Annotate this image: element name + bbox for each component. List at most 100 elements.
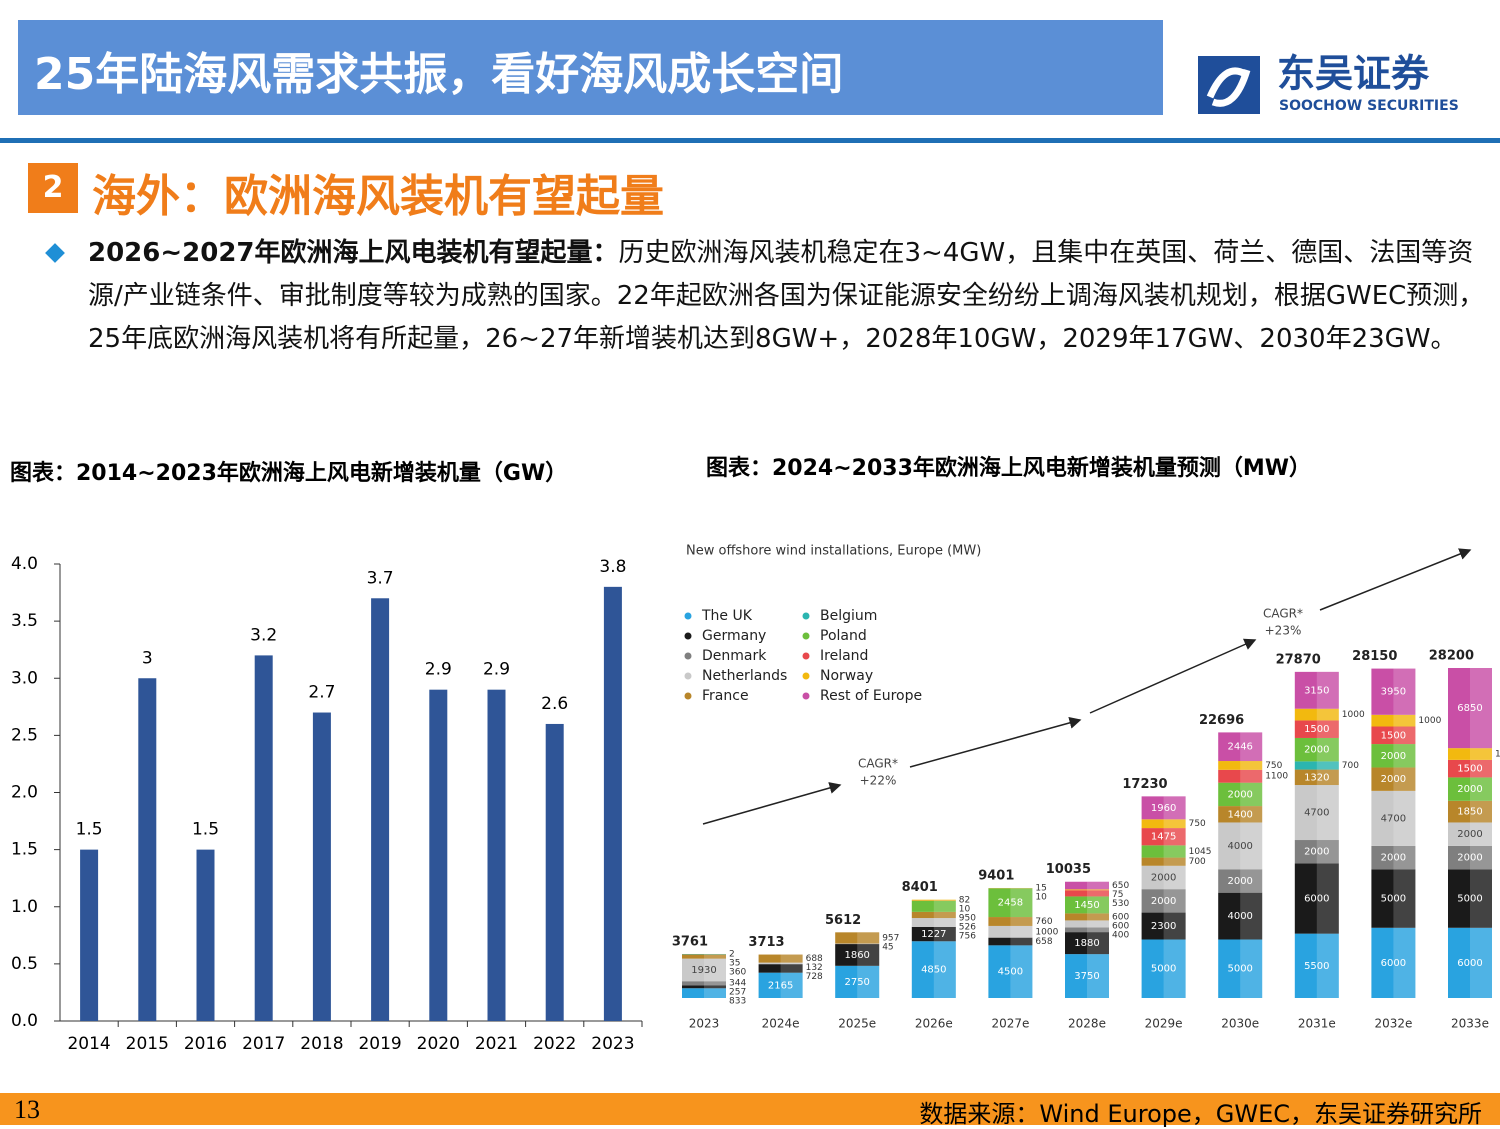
segment-label: 5000 <box>1227 964 1252 975</box>
y-tick-label: 1.5 <box>11 840 38 860</box>
segment-label: 5500 <box>1304 961 1329 972</box>
segment-label: 750 <box>1189 819 1206 829</box>
bar-shade <box>1087 913 1109 920</box>
legend-swatch <box>685 653 692 660</box>
segment-label: 6850 <box>1457 703 1482 714</box>
segment-label: 2000 <box>1227 876 1252 887</box>
y-tick-label: 0.5 <box>11 954 38 974</box>
bar-shade <box>1164 858 1186 866</box>
legend-label: Ireland <box>820 648 868 664</box>
segment-label: 4700 <box>1381 813 1406 824</box>
legend-swatch <box>685 633 692 640</box>
segment-label: 1045 <box>1189 847 1212 857</box>
bar-shade <box>1087 889 1109 890</box>
segment-label: 6000 <box>1457 958 1482 969</box>
segment-label: 728 <box>806 972 823 982</box>
bar <box>313 713 331 1021</box>
segment-label: 5000 <box>1381 894 1406 905</box>
bar-shade <box>857 944 879 945</box>
legend-swatch <box>803 673 810 680</box>
bar-shade <box>1087 920 1109 927</box>
y-tick-label: 3.5 <box>11 611 38 631</box>
data-label: 2.9 <box>483 660 510 680</box>
bar-shade <box>857 932 879 943</box>
bar-shade <box>1240 761 1262 770</box>
y-tick-label: 3.0 <box>11 668 38 688</box>
bar-shade <box>1010 938 1032 946</box>
segment-label: 4700 <box>1304 808 1329 819</box>
cagr-arrow <box>703 785 840 824</box>
bullet-icon <box>45 243 65 263</box>
x-tick-label: 2023 <box>689 1017 720 1031</box>
segment-label: 2000 <box>1304 847 1329 858</box>
bar-shade <box>934 912 956 918</box>
segment-label: 6000 <box>1304 894 1329 905</box>
total-label: 9401 <box>978 868 1014 883</box>
x-tick-label: 2022 <box>533 1034 576 1054</box>
legend-label: Norway <box>820 668 873 684</box>
x-tick-label: 2028e <box>1068 1017 1106 1031</box>
segment-label: 750 <box>1265 761 1282 771</box>
segment-label: 4000 <box>1227 911 1252 922</box>
bar-shade <box>1317 709 1339 721</box>
total-label: 17230 <box>1122 777 1167 792</box>
segment-label: 833 <box>729 997 746 1007</box>
data-label: 1.5 <box>192 820 219 840</box>
cagr-label: CAGR* <box>1263 607 1303 621</box>
segment-label: 658 <box>1035 937 1052 947</box>
bar <box>80 850 98 1021</box>
cagr-arrow <box>1090 640 1255 713</box>
segment-label: 530 <box>1112 899 1129 909</box>
cagr-label: +22% <box>860 774 897 788</box>
x-tick-label: 2030e <box>1221 1017 1259 1031</box>
bar <box>197 850 215 1021</box>
segment-label: 2000 <box>1381 751 1406 762</box>
x-tick-label: 2019 <box>358 1034 401 1054</box>
data-label: 3 <box>142 648 153 668</box>
total-label: 3713 <box>748 935 784 950</box>
legend-label: The UK <box>701 608 753 624</box>
legend-label: Rest of Europe <box>820 688 922 704</box>
segment-label: 1000 <box>1342 710 1365 720</box>
segment-label: 700 <box>1342 761 1359 771</box>
bar-shade <box>1164 819 1186 828</box>
x-tick-label: 2020 <box>417 1034 460 1054</box>
source: 数据来源：Wind Europe，GWEC，东吴证券研究所 <box>919 1094 1482 1129</box>
segment-label: 6000 <box>1381 958 1406 969</box>
bar-shade <box>1317 761 1339 769</box>
segment-label: 1850 <box>1457 807 1482 818</box>
x-tick-label: 2014 <box>67 1034 110 1054</box>
segment-label: 45 <box>882 942 893 952</box>
segment-label: 1860 <box>844 950 869 961</box>
bar-shade <box>781 963 803 965</box>
data-label: 3.2 <box>250 625 277 645</box>
total-label: 22696 <box>1199 713 1244 728</box>
segment-label: 1000 <box>1495 750 1500 760</box>
segment-label: 2000 <box>1457 829 1482 840</box>
total-label: 8401 <box>902 880 938 895</box>
cagr-label: +23% <box>1265 624 1302 638</box>
bar <box>604 587 622 1021</box>
bullet-text: 2026~2027年欧洲海上风电装机有望起量：历史欧洲海风装机稳定在3~4GW，… <box>88 232 1488 361</box>
cagr-label: CAGR* <box>858 757 898 771</box>
legend-label: Denmark <box>702 648 767 664</box>
cagr-arrow <box>910 720 1080 767</box>
segment-label: 400 <box>1112 930 1129 940</box>
legend-swatch <box>685 613 692 620</box>
header-bar: 25年陆海风需求共振，看好海风成长空间 <box>18 20 1163 115</box>
legend-swatch <box>803 693 810 700</box>
cagr-arrow <box>1320 550 1470 610</box>
data-label: 2.9 <box>425 660 452 680</box>
bar-shade <box>781 955 803 963</box>
legend-swatch <box>685 693 692 700</box>
legend-label: Germany <box>702 628 766 644</box>
segment-label: 2000 <box>1457 784 1482 795</box>
chart-forecast: New offshore wind installations, Europe … <box>670 520 1500 1050</box>
segment-label: 3750 <box>1074 971 1099 982</box>
segment-label: 2165 <box>768 980 793 991</box>
y-tick-label: 0.0 <box>11 1011 38 1031</box>
bar-shade <box>704 988 726 998</box>
segment-label: 2458 <box>998 898 1023 909</box>
page-title: 25年陆海风需求共振，看好海风成长空间 <box>34 38 843 102</box>
